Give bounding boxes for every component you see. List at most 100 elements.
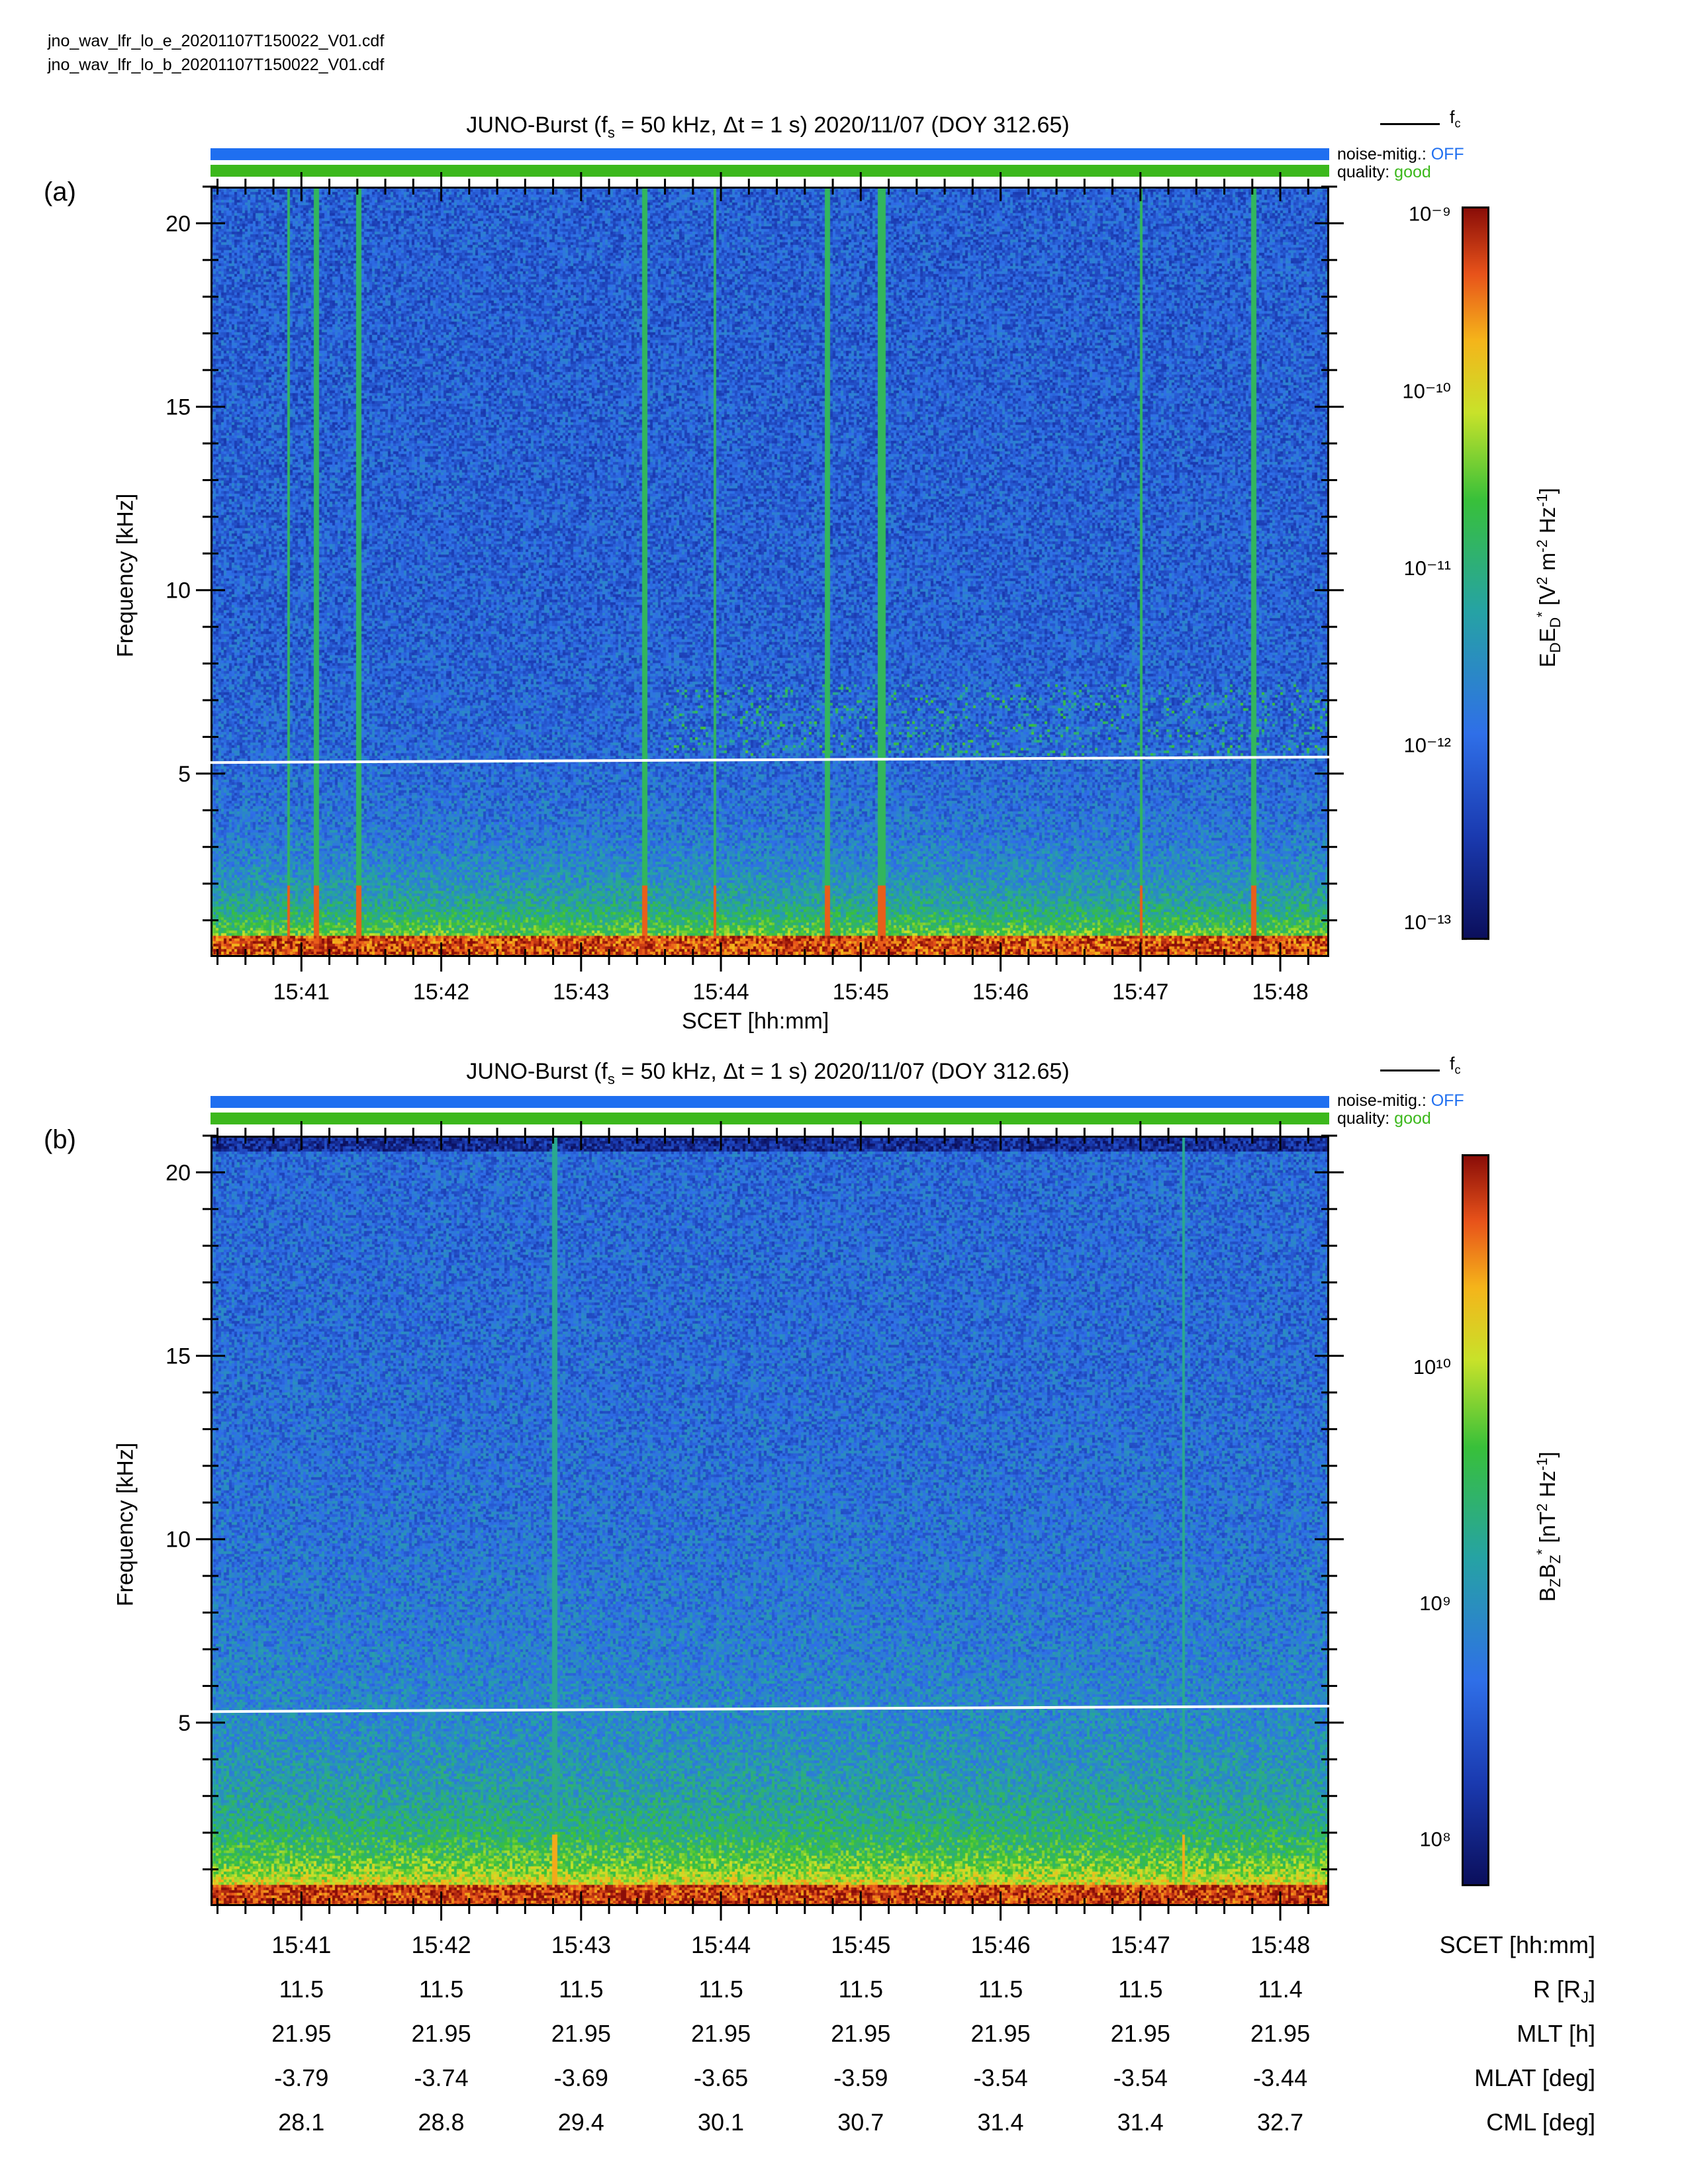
x-tick-label: 15:41: [273, 979, 330, 1005]
fc-legend-label: fc: [1450, 107, 1461, 130]
ephemeris-cell: -3.79: [274, 2064, 329, 2091]
fc-legend-line: [1380, 123, 1440, 125]
panel-b-title: JUNO-Burst (fs = 50 kHz, Δt = 1 s) 2020/…: [466, 1059, 1070, 1087]
ephemeris-cell: 21.95: [831, 2020, 891, 2047]
ephemeris-cell: 29.4: [557, 2109, 604, 2136]
noise-mitig-bar-b: [211, 1096, 1329, 1108]
x-tick-label: 15:45: [833, 979, 889, 1005]
ephemeris-cell: 15:44: [691, 1931, 751, 1958]
ephemeris-cell: 15:43: [551, 1931, 611, 1958]
colorbar-b-label: BZBZ* [nT2 Hz-1]: [1534, 1451, 1564, 1602]
y-tick-label: 20: [165, 1160, 191, 1185]
ephemeris-cell: -3.74: [414, 2064, 469, 2091]
ephemeris-cell: 31.4: [977, 2109, 1024, 2136]
ephemeris-cell: 21.95: [1250, 2020, 1311, 2047]
noise-mitig-status: noise-mitig.: OFF: [1337, 145, 1464, 163]
x-tick-label: 15:42: [413, 979, 469, 1005]
spectrogram-b: [211, 1136, 1329, 1906]
ephemeris-cell: 15:47: [1110, 1931, 1170, 1958]
x-tick-label: 15:48: [1252, 979, 1309, 1005]
file-name-b: jno_wav_lfr_lo_b_20201107T150022_V01.cdf: [48, 56, 385, 74]
file-list: jno_wav_lfr_lo_e_20201107T150022_V01.cdf…: [48, 29, 384, 77]
ephemeris-row-label: R [RJ]: [1532, 1976, 1595, 2007]
fc-legend-label-b: fc: [1450, 1054, 1461, 1077]
ephemeris-cell: 15:41: [271, 1931, 332, 1958]
quality-status: quality: good: [1337, 163, 1431, 181]
y-tick-label: 15: [165, 1344, 191, 1369]
y-tick-label: 10: [165, 1527, 191, 1553]
panel-a-letter: (a): [44, 177, 76, 206]
quality-status-b: quality: good: [1337, 1109, 1431, 1128]
ephemeris-cell: 30.7: [837, 2109, 884, 2136]
ephemeris-cell: 11.5: [698, 1976, 743, 2003]
ephemeris-cell: 15:46: [970, 1931, 1031, 1958]
ephemeris-row-label: CML [deg]: [1486, 2109, 1595, 2136]
y-tick-label: 15: [165, 395, 191, 420]
noise-mitig-status-b: noise-mitig.: OFF: [1337, 1091, 1464, 1110]
colorbar-tick-label: 10⁻¹²: [1404, 734, 1452, 757]
ephemeris-cell: 21.95: [551, 2020, 611, 2047]
colorbar-b: [1462, 1154, 1489, 1886]
ephemeris-cell: 21.95: [970, 2020, 1031, 2047]
ephemeris-cell: 11.5: [559, 1976, 604, 2003]
ephemeris-cell: -3.54: [1113, 2064, 1168, 2091]
y-tick-label: 5: [178, 762, 191, 787]
colorbar-tick-label: 10⁻¹⁰: [1402, 379, 1451, 402]
noise-mitig-bar: [211, 148, 1329, 160]
colorbar-tick-label: 10¹⁰: [1413, 1355, 1451, 1379]
spectrogram-a-canvas: [211, 187, 1329, 957]
ephemeris-cell: 30.1: [698, 2109, 745, 2136]
colorbar-tick-label: 10⁻¹³: [1404, 911, 1452, 934]
ephemeris-cell: 28.1: [278, 2109, 325, 2136]
ephemeris-cell: -3.59: [833, 2064, 888, 2091]
colorbar-tick-label: 10⁸: [1419, 1828, 1451, 1851]
fc-line: [210, 755, 1330, 764]
spectrogram-a: [211, 187, 1329, 957]
ephemeris-cell: 32.7: [1257, 2109, 1304, 2136]
ephemeris-cell: 15:48: [1250, 1931, 1311, 1958]
y-axis-title-b: Frequency [kHz]: [113, 1442, 138, 1607]
ephemeris-cell: -3.65: [694, 2064, 749, 2091]
y-tick-label: 20: [165, 211, 191, 236]
y-tick-label: 5: [178, 1711, 191, 1736]
quality-bar-b: [211, 1113, 1329, 1124]
panel-a-title: JUNO-Burst (fs = 50 kHz, Δt = 1 s) 2020/…: [466, 113, 1070, 141]
ephemeris-cell: 28.8: [418, 2109, 465, 2136]
ephemeris-cell: 15:45: [831, 1931, 891, 1958]
fc-legend-line-b: [1380, 1069, 1440, 1071]
ephemeris-row-label: SCET [hh:mm]: [1439, 1931, 1595, 1958]
ephemeris-cell: 11.5: [1118, 1976, 1163, 2003]
colorbar-a: [1462, 206, 1489, 940]
x-tick-label: 15:47: [1112, 979, 1168, 1005]
ephemeris-cell: -3.54: [973, 2064, 1028, 2091]
panel-b-letter: (b): [44, 1125, 76, 1154]
ephemeris-cell: 21.95: [1110, 2020, 1170, 2047]
ephemeris-cell: 11.5: [418, 1976, 464, 2003]
ephemeris-cell: 11.5: [838, 1976, 884, 2003]
colorbar-tick-label: 10⁻⁹: [1409, 203, 1451, 226]
ephemeris-cell: -3.69: [553, 2064, 608, 2091]
spectrogram-b-canvas: [211, 1136, 1329, 1906]
ephemeris-row-label: MLAT [deg]: [1474, 2064, 1595, 2091]
ephemeris-cell: 21.95: [411, 2020, 471, 2047]
ephemeris-cell: 21.95: [271, 2020, 332, 2047]
ephemeris-row-label: MLT [h]: [1517, 2020, 1595, 2047]
ephemeris-cell: 21.95: [691, 2020, 751, 2047]
x-tick-label: 15:46: [972, 979, 1029, 1005]
x-axis-title-a: SCET [hh:mm]: [682, 1009, 829, 1034]
x-tick-label: 15:43: [553, 979, 609, 1005]
ephemeris-cell: 11.5: [978, 1976, 1023, 2003]
quality-bar: [211, 165, 1329, 177]
fc-line: [210, 1704, 1330, 1713]
ephemeris-cell: 11.5: [279, 1976, 324, 2003]
ephemeris-cell: 31.4: [1117, 2109, 1164, 2136]
y-tick-label: 10: [165, 578, 191, 604]
colorbar-tick-label: 10⁻¹¹: [1404, 557, 1452, 580]
colorbar-tick-label: 10⁹: [1419, 1592, 1451, 1615]
ephemeris-cell: -3.44: [1253, 2064, 1308, 2091]
x-tick-label: 15:44: [693, 979, 749, 1005]
ephemeris-cell: 11.4: [1258, 1976, 1303, 2003]
file-name-e: jno_wav_lfr_lo_e_20201107T150022_V01.cdf: [48, 32, 385, 50]
ephemeris-cell: 15:42: [411, 1931, 471, 1958]
